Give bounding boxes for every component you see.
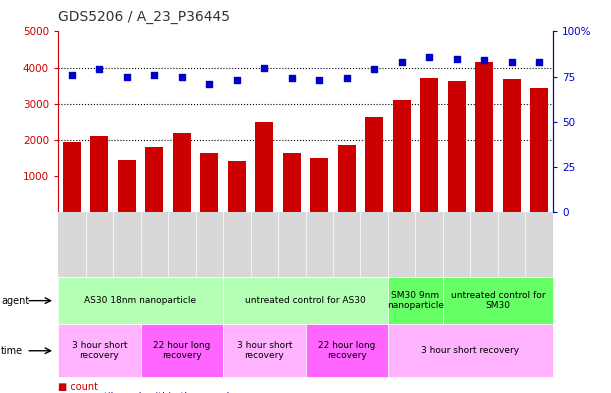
Bar [310, 158, 328, 212]
Text: SM30 9nm
nanoparticle: SM30 9nm nanoparticle [387, 291, 444, 310]
Text: 22 hour long
recovery: 22 hour long recovery [318, 341, 375, 360]
Point [342, 75, 352, 82]
Text: untreated control for
SM30: untreated control for SM30 [451, 291, 545, 310]
Point [507, 59, 517, 65]
Point [232, 77, 242, 83]
Point [452, 55, 462, 62]
Point [67, 72, 77, 78]
Point [95, 66, 104, 73]
Bar [503, 79, 521, 212]
Text: time: time [1, 346, 23, 356]
Text: ■ count: ■ count [58, 382, 98, 392]
Point [397, 59, 407, 65]
Bar [63, 142, 81, 212]
Point [480, 57, 489, 64]
Point [177, 73, 187, 80]
Point [315, 77, 324, 83]
Point [534, 59, 544, 65]
Bar [118, 160, 136, 212]
Bar [145, 147, 163, 212]
Bar [420, 79, 438, 212]
Point [259, 64, 269, 71]
Point [424, 53, 434, 60]
Text: agent: agent [1, 296, 29, 306]
Point [204, 81, 214, 87]
Point [287, 75, 297, 82]
Text: 3 hour short
recovery: 3 hour short recovery [71, 341, 127, 360]
Point [369, 66, 379, 73]
Text: 3 hour short
recovery: 3 hour short recovery [236, 341, 292, 360]
Bar [228, 161, 246, 212]
Bar [283, 153, 301, 212]
Bar [90, 136, 108, 212]
Point [122, 73, 132, 80]
Text: 3 hour short recovery: 3 hour short recovery [422, 346, 519, 355]
Bar [475, 62, 493, 212]
Bar [448, 81, 466, 212]
Bar [393, 100, 411, 212]
Bar [338, 145, 356, 212]
Text: AS30 18nm nanoparticle: AS30 18nm nanoparticle [84, 296, 197, 305]
Bar [365, 118, 383, 212]
Point [149, 72, 159, 78]
Text: ■ percentile rank within the sample: ■ percentile rank within the sample [58, 392, 235, 393]
Text: GDS5206 / A_23_P36445: GDS5206 / A_23_P36445 [58, 10, 230, 24]
Bar [173, 133, 191, 212]
Text: untreated control for AS30: untreated control for AS30 [245, 296, 366, 305]
Bar [255, 122, 273, 212]
Bar [200, 153, 218, 212]
Text: 22 hour long
recovery: 22 hour long recovery [153, 341, 210, 360]
Bar [530, 88, 548, 212]
